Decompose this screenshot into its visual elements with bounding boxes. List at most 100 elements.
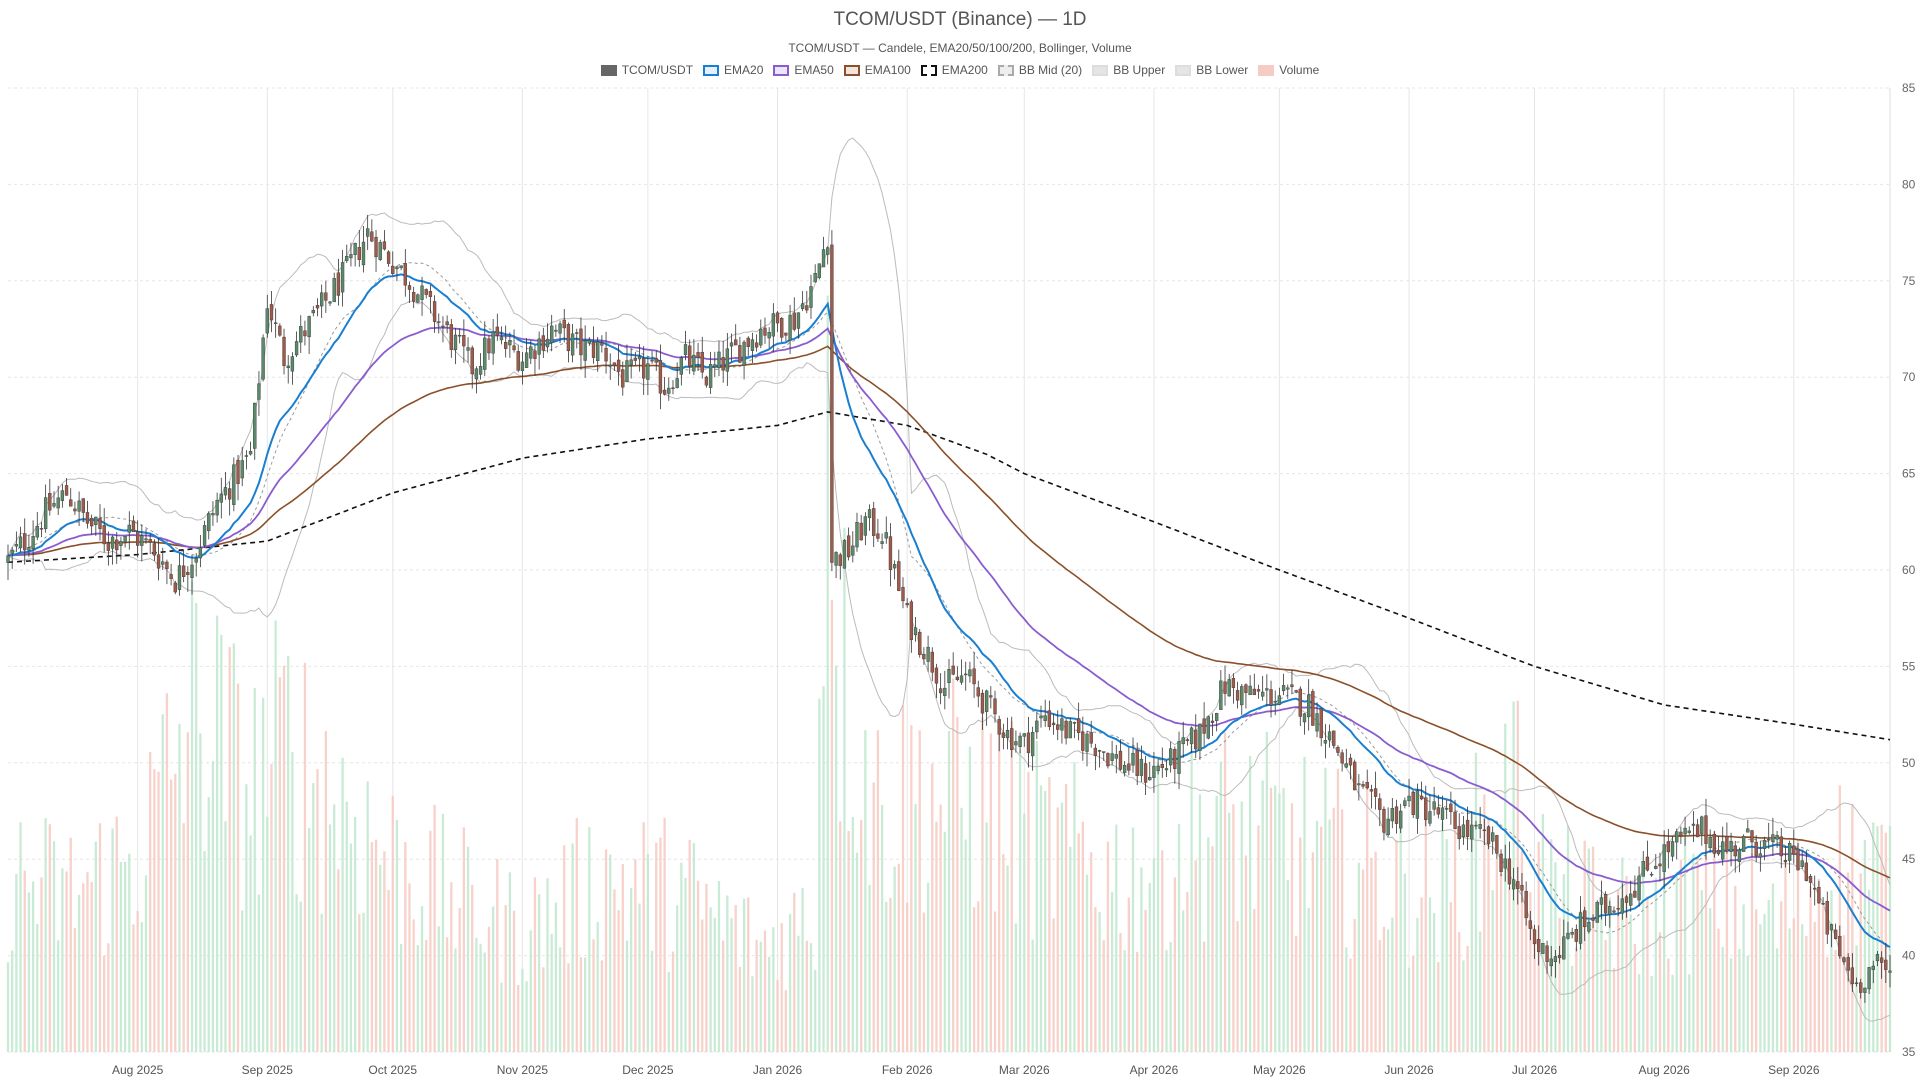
volume-bar <box>27 892 31 1052</box>
candle-body <box>1825 900 1829 935</box>
y-tick-label: 80 <box>1902 177 1916 191</box>
volume-bar <box>504 905 507 1052</box>
candle-body <box>545 338 550 348</box>
candle-body <box>892 564 897 569</box>
candle-body <box>311 310 315 314</box>
volume-bar <box>1169 942 1172 1052</box>
legend-item[interactable]: BB Lower <box>1175 63 1248 77</box>
x-tick-label: Sep 2026 <box>1768 1063 1820 1077</box>
volume-bar <box>847 831 850 1052</box>
candle-body <box>897 561 901 592</box>
candle-body <box>227 488 232 500</box>
volume-bar <box>349 843 353 1052</box>
candle-body <box>1269 689 1273 706</box>
volume-bar <box>956 717 959 1052</box>
candle-body <box>688 345 692 367</box>
candle-body <box>190 564 194 578</box>
volume-bar <box>1830 890 1833 1052</box>
volume-bar <box>1491 890 1494 1052</box>
volume-bar <box>420 905 424 1052</box>
candle-body <box>14 544 19 547</box>
legend-item[interactable]: EMA20 <box>703 63 763 77</box>
volume-bar <box>592 939 595 1052</box>
candle-body <box>1658 863 1662 867</box>
candle-body <box>345 256 349 261</box>
volume-bar <box>274 620 277 1052</box>
candle-body <box>102 525 106 545</box>
volume-bar <box>918 730 921 1052</box>
volume-bar <box>1018 750 1022 1052</box>
volume-bar <box>1746 955 1749 1052</box>
candle-body <box>1361 784 1365 787</box>
volume-bar <box>751 976 754 1052</box>
volume-bar <box>450 882 453 1052</box>
candle-body <box>278 325 282 336</box>
volume-bar <box>1035 740 1038 1052</box>
volume-bar <box>1633 944 1637 1052</box>
candle-body <box>1595 901 1599 923</box>
volume-bar <box>910 725 913 1052</box>
volume-bar <box>383 851 386 1052</box>
volume-bar <box>1127 897 1130 1052</box>
volume-bar <box>1583 840 1586 1052</box>
legend-item[interactable]: TCOM/USDT <box>600 63 693 77</box>
legend-item[interactable]: EMA200 <box>920 63 988 77</box>
candle-body <box>1737 849 1742 862</box>
volume-bar <box>1294 935 1298 1052</box>
volume-bar <box>1278 793 1281 1052</box>
candle-body <box>395 266 399 270</box>
candle-body <box>223 487 228 496</box>
y-tick-label: 85 <box>1902 81 1916 95</box>
candle-body <box>1177 741 1181 774</box>
volume-bar <box>1085 874 1089 1052</box>
candle-body <box>69 499 73 507</box>
legend-label: EMA20 <box>724 63 764 77</box>
volume-bar <box>1123 950 1126 1052</box>
volume-bar <box>1412 956 1415 1052</box>
candle-body <box>64 485 69 496</box>
candle-body <box>135 531 140 546</box>
candle-body <box>1591 917 1595 921</box>
volume-bar <box>44 818 47 1052</box>
volume-bar <box>1340 809 1344 1052</box>
volume-bar <box>663 817 666 1052</box>
volume-bar <box>1834 949 1837 1052</box>
candle-body <box>805 305 809 311</box>
candle-body <box>1457 826 1461 840</box>
candle-body <box>1829 924 1834 931</box>
volume-bar <box>1182 910 1185 1052</box>
volume-bar <box>73 928 77 1052</box>
candle-body <box>336 272 341 296</box>
candle-body <box>265 308 269 334</box>
candle-body <box>119 540 123 546</box>
candle-body <box>855 522 859 548</box>
legend-item[interactable]: BB Upper <box>1092 63 1165 77</box>
volume-bar <box>236 683 240 1052</box>
volume-bar <box>851 817 854 1052</box>
candle-body <box>821 249 826 268</box>
candle-body <box>788 314 792 341</box>
candle-body <box>374 236 378 258</box>
candle-body <box>1599 897 1604 905</box>
candle-body <box>156 554 161 569</box>
candle-body <box>1461 824 1466 838</box>
legend-item[interactable]: EMA100 <box>843 63 911 77</box>
volume-bar <box>1345 947 1348 1052</box>
legend-item[interactable]: BB Mid (20) <box>997 63 1082 77</box>
volume-bar <box>1106 841 1110 1052</box>
volume-bar <box>546 878 549 1052</box>
candle-body <box>1495 835 1499 854</box>
volume-bar <box>742 898 746 1052</box>
volume-bar <box>1286 879 1289 1052</box>
legend-item[interactable]: Volume <box>1258 63 1319 77</box>
volume-bar <box>291 752 294 1052</box>
candle-body <box>1286 687 1290 690</box>
candle-body <box>177 565 182 590</box>
volume-bar <box>178 723 181 1052</box>
legend-item[interactable]: EMA50 <box>773 63 834 77</box>
volume-bar <box>922 912 926 1052</box>
candle-body <box>1256 689 1261 692</box>
volume-bar <box>462 827 466 1052</box>
x-tick-label: Aug 2026 <box>1638 1063 1690 1077</box>
volume-bar <box>140 922 143 1052</box>
